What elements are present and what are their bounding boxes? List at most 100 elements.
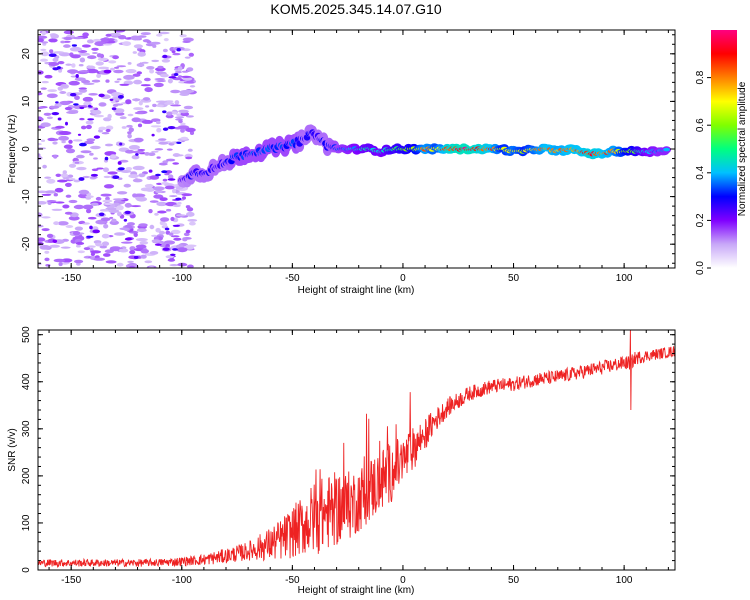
colorbar-fill [711, 30, 737, 268]
noise-speckle [77, 133, 82, 136]
noise-speckle [86, 235, 94, 238]
spectrogram-xlabel: Height of straight line (km) [298, 285, 415, 296]
noise-speckle [162, 54, 168, 59]
noise-speckle [55, 125, 65, 129]
noise-speckle [53, 258, 65, 263]
noise-speckle [149, 69, 155, 74]
noise-speckle [140, 187, 151, 192]
noise-speckle [40, 51, 50, 57]
noise-speckle [71, 63, 76, 68]
noise-speckle [128, 174, 139, 179]
noise-speckle [176, 48, 181, 52]
noise-speckle [48, 62, 60, 66]
noise-speckle [151, 150, 159, 153]
noise-speckle [162, 48, 168, 53]
noise-speckle [69, 46, 82, 52]
noise-speckle [134, 111, 145, 115]
y-tick-label: -20 [21, 237, 32, 252]
noise-speckle [112, 175, 120, 179]
noise-speckle [128, 145, 140, 150]
noise-speckle [92, 52, 98, 54]
noise-speckle [185, 229, 191, 234]
noise-speckle [104, 143, 114, 147]
noise-speckle [162, 247, 170, 251]
noise-speckle [86, 138, 96, 142]
noise-speckle [156, 201, 168, 207]
noise-speckle [63, 30, 74, 35]
noise-speckle [105, 33, 112, 37]
noise-speckle [38, 212, 43, 218]
noise-speckle [102, 43, 112, 46]
noise-speckle [85, 120, 94, 125]
noise-speckle [148, 152, 156, 156]
colorbar-label: Normalized spectral amplitude [737, 81, 748, 216]
noise-speckle [44, 257, 50, 262]
noise-speckle [182, 238, 188, 242]
noise-speckle [41, 193, 52, 196]
noise-speckle [58, 131, 71, 135]
noise-speckle [53, 193, 58, 197]
x-tick-label: -150 [61, 273, 81, 284]
noise-speckle [66, 111, 79, 114]
noise-speckle [136, 228, 147, 233]
noise-speckle [109, 32, 121, 36]
noise-speckle [113, 103, 124, 106]
x-tick-label: -100 [172, 575, 192, 586]
noise-speckle [177, 125, 190, 130]
noise-speckle [144, 184, 154, 188]
noise-speckle [177, 262, 188, 267]
noise-speckle [157, 65, 164, 69]
spectrogram-marks [38, 30, 671, 268]
noise-speckle [68, 139, 73, 144]
noise-speckle [39, 245, 51, 250]
noise-speckle [117, 211, 122, 217]
noise-speckle [38, 190, 48, 194]
noise-speckle [172, 224, 181, 227]
noise-speckle [162, 222, 168, 227]
noise-speckle [88, 104, 92, 108]
noise-speckle [95, 196, 102, 201]
noise-speckle [155, 227, 161, 233]
noise-speckle [58, 135, 69, 141]
noise-speckle [65, 63, 72, 66]
noise-speckle [187, 219, 198, 222]
noise-speckle [73, 179, 81, 183]
noise-speckle [129, 250, 136, 255]
noise-speckle [73, 103, 79, 106]
noise-speckle [38, 106, 44, 110]
noise-speckle [170, 104, 182, 107]
noise-speckle [161, 59, 171, 63]
noise-speckle [77, 250, 86, 254]
noise-speckle [132, 178, 143, 183]
noise-speckle [146, 66, 155, 70]
noise-speckle [74, 259, 84, 264]
noise-speckle [176, 141, 182, 144]
noise-speckle [180, 75, 192, 78]
noise-speckle [98, 102, 107, 107]
noise-speckle [101, 233, 110, 239]
noise-speckle [177, 66, 183, 71]
noise-speckle [87, 118, 95, 121]
noise-speckle [95, 61, 104, 66]
noise-speckle [41, 80, 49, 84]
noise-speckle [54, 187, 64, 193]
noise-speckle [189, 85, 196, 88]
noise-speckle [133, 107, 144, 111]
noise-speckle [138, 173, 146, 178]
noise-speckle [43, 112, 52, 116]
noise-speckle [153, 186, 165, 191]
noise-speckle [156, 33, 163, 37]
noise-speckle [93, 257, 106, 261]
noise-speckle [56, 179, 68, 183]
noise-speckle [76, 154, 85, 159]
noise-speckle [182, 196, 186, 200]
noise-speckle [177, 247, 188, 253]
noise-speckle [154, 243, 162, 246]
noise-speckle [78, 87, 88, 90]
noise-speckle [98, 212, 105, 217]
noise-speckle [128, 127, 134, 133]
noise-speckle [149, 251, 159, 255]
noise-speckle [93, 135, 100, 139]
noise-speckle [50, 138, 59, 141]
noise-speckle [73, 139, 83, 142]
